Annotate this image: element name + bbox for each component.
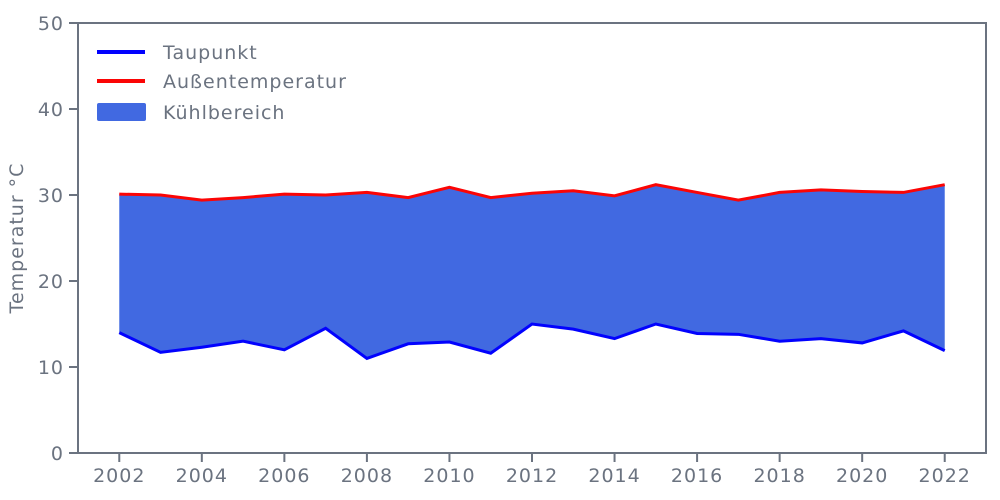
x-axis-tick-label: 2002	[93, 465, 145, 487]
y-axis-label: Temperatur °C	[6, 163, 28, 315]
axes-layer: 2002 2004 2006 2008 2010 2012 2014 2016 2018 2020…	[38, 13, 987, 487]
aussentemperatur-line	[119, 183, 946, 202]
x-axis-tick-label: 2020	[836, 465, 888, 487]
y-axis-tick-label: 40	[38, 99, 64, 121]
kuehlbereich-area	[119, 184, 945, 359]
x-axis-tick-label: 2008	[341, 465, 393, 487]
plot-border	[77, 22, 987, 454]
x-axis-tick-label: 2004	[176, 465, 228, 487]
x-axis-tick-label: 2014	[588, 465, 640, 487]
x-axis-tick-label: 2016	[671, 465, 723, 487]
y-axis-tick-label: 20	[38, 271, 64, 293]
y-axis-tick-label: 30	[38, 185, 64, 207]
x-axis-tick-label: 2018	[753, 465, 805, 487]
x-axis-tick-label: 2012	[506, 465, 558, 487]
legend-label: Kühlbereich	[163, 102, 285, 124]
y-axis-tick-label: 50	[38, 13, 64, 35]
legend: Taupunkt Außentemperatur Kühlbereich	[97, 42, 347, 124]
legend-label: Taupunkt	[162, 42, 258, 64]
series-layer	[118, 183, 946, 361]
legend-kuehlbereich-swatch	[97, 103, 146, 121]
x-axis-tick-label: 2006	[258, 465, 310, 487]
y-axis-tick-label: 10	[38, 357, 64, 379]
x-axis-tick-label: 2010	[423, 465, 475, 487]
legend-label: Außentemperatur	[163, 71, 347, 93]
x-axis-tick-label: 2022	[919, 465, 971, 487]
y-axis-tick-label: 0	[51, 443, 64, 465]
taupunkt-line	[118, 322, 946, 361]
